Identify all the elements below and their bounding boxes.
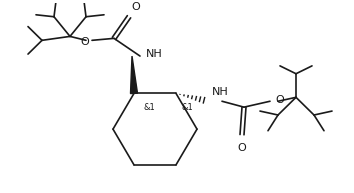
Text: O: O [275,95,284,105]
Text: &1: &1 [181,103,193,112]
Text: O: O [131,2,140,12]
Text: O: O [80,37,89,47]
Text: O: O [238,142,246,152]
Text: NH: NH [146,49,163,59]
Polygon shape [131,56,137,94]
Text: NH: NH [212,87,229,97]
Text: &1: &1 [143,103,155,112]
